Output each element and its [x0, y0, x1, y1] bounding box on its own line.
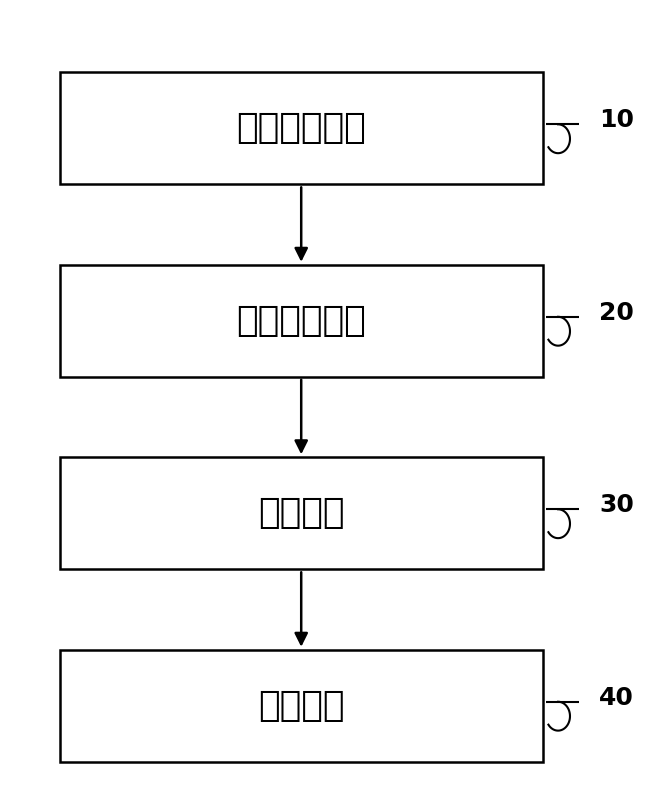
FancyBboxPatch shape: [60, 265, 543, 377]
Text: 20: 20: [599, 301, 634, 325]
Text: 选择模块: 选择模块: [258, 496, 344, 530]
FancyBboxPatch shape: [60, 72, 543, 184]
Text: 40: 40: [599, 686, 634, 710]
Text: 第一调节模块: 第一调节模块: [236, 111, 366, 145]
Text: 30: 30: [599, 493, 634, 517]
Text: 10: 10: [599, 108, 634, 132]
Text: 第二调节模块: 第二调节模块: [236, 304, 366, 338]
FancyBboxPatch shape: [60, 650, 543, 762]
FancyBboxPatch shape: [60, 457, 543, 569]
Text: 控制模块: 控制模块: [258, 689, 344, 723]
